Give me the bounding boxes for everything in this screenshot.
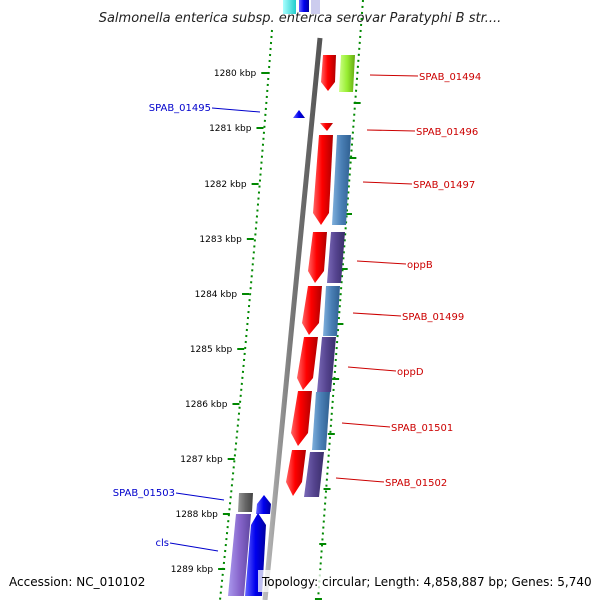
genome-backbone — [262, 37, 323, 600]
gene-label: SPAB_01499 — [402, 312, 464, 323]
gene-label: SPAB_01502 — [385, 478, 447, 489]
gene-label: SPAB_01503 — [113, 488, 175, 499]
cds-spab-01495 — [293, 110, 305, 118]
gene-label: SPAB_01497 — [413, 180, 475, 191]
kbp-label: 1280 kbp — [214, 69, 257, 79]
inner-dotted-arc — [219, 29, 273, 600]
gene-label-leader-line — [362, 181, 413, 185]
gene-label: SPAB_01494 — [419, 72, 481, 83]
kbp-label: 1288 kbp — [175, 510, 218, 520]
kbp-label: 1286 kbp — [185, 400, 228, 410]
outer-dotted-arc — [317, 0, 364, 600]
gene-label-leader-line — [369, 74, 419, 77]
cds-spab-01501 — [291, 391, 312, 446]
gene-label-leader-line — [169, 542, 219, 552]
gene-label: oppD — [397, 367, 424, 378]
cog-ring — [228, 55, 355, 596]
kbp-label: 1283 kbp — [199, 235, 242, 245]
kbp-label: 1289 kbp — [171, 565, 214, 575]
gene-label: oppB — [407, 260, 433, 271]
gene-label-leader-line — [347, 366, 397, 372]
gene-label-leader-line — [335, 477, 385, 483]
accession-text: Accession: NC_010102 — [9, 575, 145, 589]
top-partial-features — [283, 0, 320, 14]
kbp-label: 1284 kbp — [195, 290, 238, 300]
gene-label-leader-line — [175, 492, 225, 501]
cds-spab-01494 — [321, 55, 336, 91]
gene-label: SPAB_01501 — [391, 423, 453, 434]
gene-label-leader-line — [366, 129, 416, 132]
cds-oppd — [297, 337, 318, 390]
gene-labels: SPAB_01494 SPAB_01496 SPAB_01497 oppB SPAB_0… — [113, 72, 481, 552]
gene-label-leader-line — [352, 312, 402, 317]
cds-oppb — [308, 232, 327, 283]
gene-label: cls — [156, 538, 170, 549]
cds-spab-01499 — [302, 286, 322, 335]
cds-spab-01502 — [286, 450, 306, 496]
kbp-label: 1287 kbp — [180, 455, 223, 465]
cds-spab-01503 — [256, 495, 271, 514]
gene-label: SPAB_01495 — [149, 103, 211, 114]
genome-summary-text: Topology: circular; Length: 4,858,887 bp… — [261, 575, 592, 589]
cds-spab-01497 — [313, 135, 333, 225]
footer-background — [258, 570, 598, 592]
cds-features — [245, 55, 336, 596]
cds-spab-01496 — [320, 123, 333, 131]
kbp-label: 1282 kbp — [204, 180, 247, 190]
gene-label-leader-line — [341, 422, 391, 428]
map-title: Salmonella enterica subsp. enterica sero… — [99, 11, 502, 26]
kbp-ticks: 1280 kbp 1281 kbp 1282 kbp 1283 kbp 1284 kbp… — [171, 69, 361, 600]
gene-label: SPAB_01496 — [416, 127, 478, 138]
gene-label-leader-line — [356, 260, 407, 265]
gene-label-leader-line — [211, 107, 261, 113]
kbp-label: 1285 kbp — [190, 345, 233, 355]
kbp-label: 1281 kbp — [209, 124, 252, 134]
